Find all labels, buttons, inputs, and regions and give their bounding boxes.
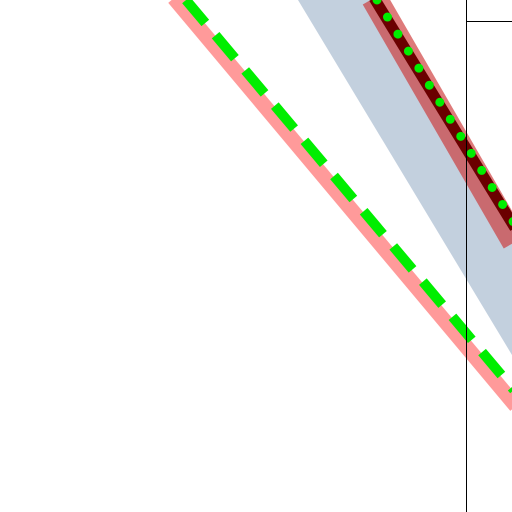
green-dashed-line (182, 0, 512, 394)
green-dotted-line (372, 0, 512, 228)
uncertainty-band (298, 0, 512, 355)
pink-line (168, 0, 512, 411)
